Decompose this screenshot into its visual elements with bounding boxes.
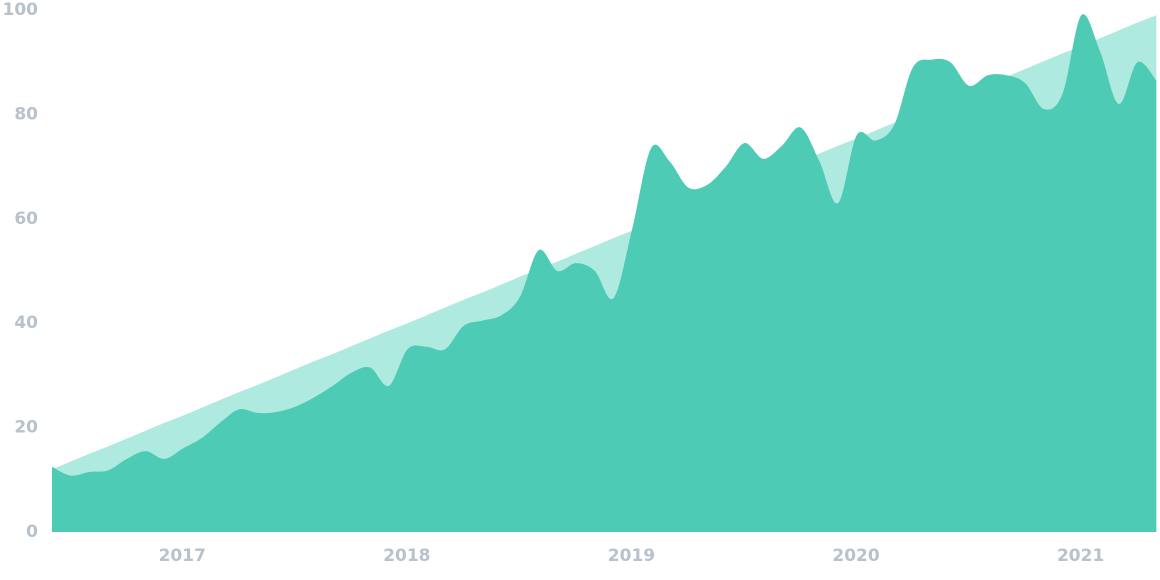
x-tick-label: 2020: [832, 546, 879, 566]
y-tick-label: 80: [14, 104, 38, 124]
y-tick-label: 40: [14, 313, 38, 333]
x-tick-label: 2021: [1057, 546, 1104, 566]
area: [52, 14, 1157, 533]
y-tick-label: 60: [14, 209, 38, 229]
x-tick-label: 2019: [608, 546, 655, 566]
y-tick-label: 0: [26, 522, 38, 542]
x-tick-label: 2017: [159, 546, 206, 566]
x-tick-label: 2018: [383, 546, 430, 566]
y-tick-label: 20: [14, 418, 38, 438]
y-tick-label: 100: [3, 0, 39, 20]
